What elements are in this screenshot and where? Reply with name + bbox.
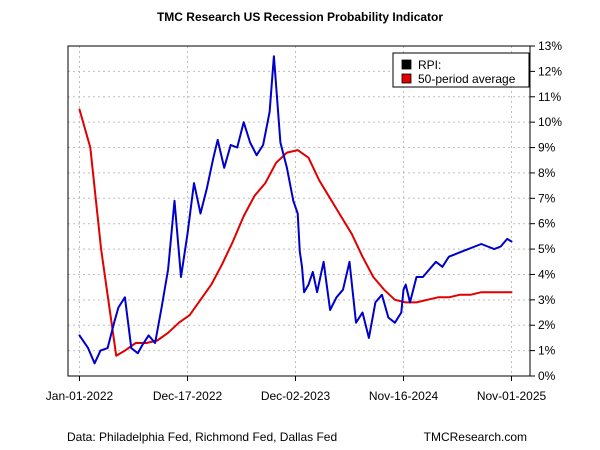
grid-lines xyxy=(68,45,530,377)
y-tick-label: 11% xyxy=(538,90,561,104)
y-tick-label: 9% xyxy=(538,141,556,155)
y-tick-label: 6% xyxy=(538,217,556,231)
legend-swatch-rpi xyxy=(401,59,412,70)
y-tick-label: 12% xyxy=(538,64,562,78)
y-tick-label: 8% xyxy=(538,166,556,180)
y-tick-label: 7% xyxy=(538,191,556,205)
y-tick-label: 10% xyxy=(538,115,562,129)
legend-box xyxy=(392,52,530,88)
plot-frame xyxy=(67,45,531,377)
brand-credit: TMCResearch.com xyxy=(424,430,527,444)
legend-label-average: 50-period average xyxy=(418,72,516,86)
x-tick-label: Nov-01-2025 xyxy=(477,389,547,403)
x-tick-label: Nov-16-2024 xyxy=(369,389,439,403)
rpi-series-line xyxy=(78,55,513,365)
y-tick-label: 0% xyxy=(538,369,556,383)
y-tick-label: 13% xyxy=(538,39,562,53)
y-tick-label: 4% xyxy=(538,267,556,281)
legend-swatch-average xyxy=(401,73,412,84)
legend: RPI:50-period average xyxy=(392,52,530,88)
y-tick-label: 3% xyxy=(538,293,556,307)
y-tick-label: 1% xyxy=(538,344,556,358)
x-tick-label: Dec-17-2022 xyxy=(153,389,223,403)
x-tick-label: Jan-01-2022 xyxy=(46,389,114,403)
axis-ticks: Jan-01-2022 Dec-17-2022 Dec-02-2023 Nov-16-… xyxy=(46,39,563,403)
legend-label-rpi: RPI: xyxy=(418,58,441,72)
x-tick-label: Dec-02-2023 xyxy=(261,389,331,403)
series-lines xyxy=(78,55,513,365)
y-tick-label: 5% xyxy=(538,242,556,256)
y-tick-label: 2% xyxy=(538,318,556,332)
chart-title: TMC Research US Recession Probability In… xyxy=(157,10,443,24)
source-note: Data: Philadelphia Fed, Richmond Fed, Da… xyxy=(67,430,337,444)
